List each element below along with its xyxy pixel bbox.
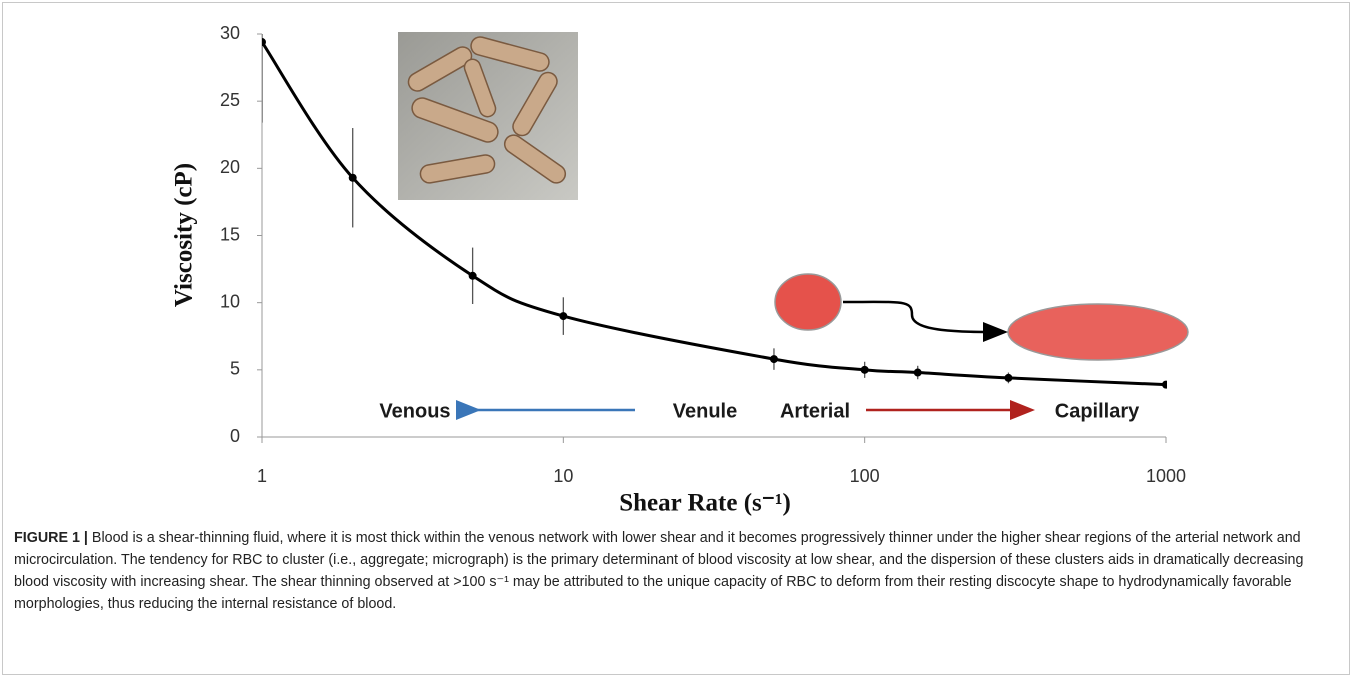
x-tick-label: 1000	[1146, 466, 1186, 486]
rbc-discocyte	[775, 274, 841, 330]
caption-label: FIGURE 1 |	[14, 530, 88, 546]
deform-arrow	[843, 302, 1003, 332]
point	[469, 272, 477, 280]
annotation: Venule	[673, 400, 737, 422]
rbc-deformed	[1008, 304, 1188, 360]
point	[1004, 374, 1012, 382]
x-axis-title: Shear Rate (s⁻¹)	[619, 490, 791, 517]
y-tick-label: 25	[220, 90, 240, 110]
point	[559, 312, 567, 320]
x-tick-label: 1	[257, 466, 267, 486]
y-tick-label: 0	[230, 426, 240, 446]
annotation: Arterial	[780, 400, 850, 422]
point	[861, 366, 869, 374]
point	[770, 355, 778, 363]
x-tick-label: 100	[850, 466, 880, 486]
point	[349, 174, 357, 182]
y-axis-title: Viscosity (cP)	[171, 163, 198, 307]
annotation: Venous	[379, 400, 450, 422]
annotation: Capillary	[1055, 400, 1140, 422]
chart: Shear Rate (s⁻¹) Viscosity (cP) Venous V…	[0, 0, 1354, 520]
x-tick-label: 10	[553, 466, 573, 486]
point	[1162, 381, 1170, 389]
y-tick-label: 5	[230, 359, 240, 379]
y-tick-label: 15	[220, 224, 240, 244]
point	[258, 38, 266, 46]
micrograph	[398, 32, 578, 200]
point	[914, 369, 922, 377]
caption-text: Blood is a shear-thinning fluid, where i…	[14, 530, 1303, 612]
y-tick-label: 20	[220, 157, 240, 177]
y-tick-label: 10	[220, 291, 240, 311]
y-tick-label: 30	[220, 23, 240, 43]
caption: FIGURE 1 | Blood is a shear-thinning flu…	[14, 527, 1334, 615]
